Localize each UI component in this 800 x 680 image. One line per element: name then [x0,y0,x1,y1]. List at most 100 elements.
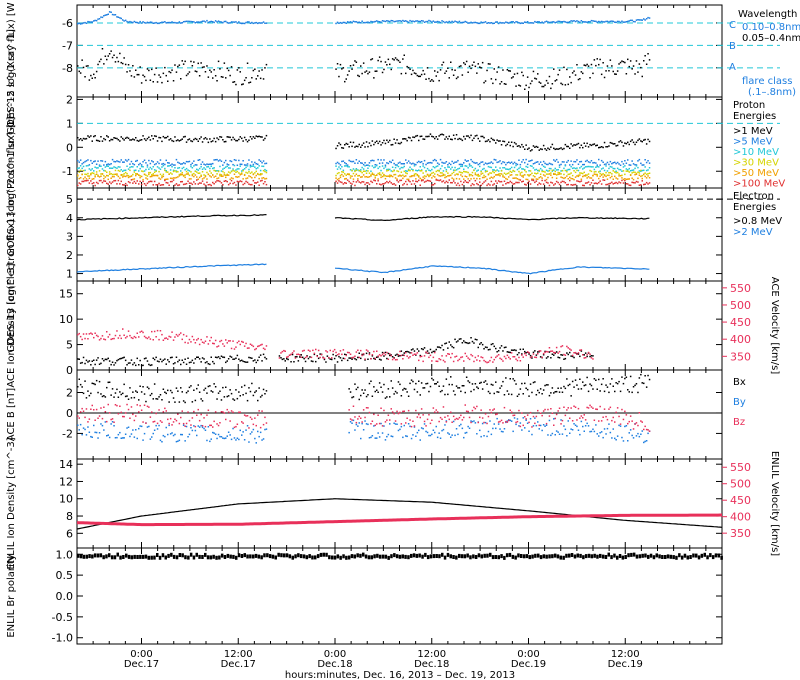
data-point [93,178,95,180]
data-point [178,333,181,336]
data-point [643,164,645,166]
data-point [210,165,212,167]
data-point [522,74,524,77]
data-point [130,359,133,361]
data-point [227,167,230,169]
data-point [532,353,535,355]
data-point [95,163,98,165]
data-point [496,174,498,176]
data-point [142,180,144,183]
data-point [476,177,478,180]
data-point [155,170,157,172]
data-point [528,352,530,354]
data-point [561,419,564,422]
data-point [463,385,465,387]
data-point [490,180,493,183]
data-point [442,162,445,164]
data-point [258,435,260,438]
data-point [481,343,484,346]
data-point [113,421,115,423]
data-point [257,399,259,402]
data-point [245,166,247,169]
data-point [542,352,545,355]
data-point [153,163,156,166]
data-point [178,422,181,425]
data-point [335,180,337,183]
data-point [545,169,548,172]
data-point [142,166,144,168]
data-point [419,20,421,23]
data-point [426,179,429,182]
data-point [538,163,540,165]
data-point [346,165,349,168]
data-point [227,340,230,342]
data-point [515,143,517,145]
data-point [373,21,375,23]
data-point [165,178,167,180]
data-point [590,357,593,359]
data-point [81,173,83,176]
data-point [181,171,183,174]
data-point [373,357,375,360]
data-point [220,339,223,342]
data-point [542,144,545,147]
data-point [399,383,401,386]
data-point [526,178,529,181]
data-point [167,135,169,138]
data-point [609,160,612,163]
data-point [448,353,450,355]
data-point [648,378,651,381]
data-point [91,182,93,185]
data-point [509,174,511,176]
data-point [564,84,567,86]
data-point [574,74,577,76]
data-point [442,134,445,136]
data-point [560,181,562,184]
data-point [169,169,172,171]
data-point [148,181,150,183]
data-point [120,169,122,171]
data-point [251,21,253,24]
panel-2-ylabel: GOES-13 log(Proton flux) [cm^-2 s^-1 sr^… [6,29,17,256]
data-point [567,353,569,356]
data-point [441,355,443,357]
data-point [374,177,376,179]
data-point [612,416,614,419]
data-point [133,335,136,338]
data-point [207,184,210,186]
data-point [537,409,539,412]
data-point [396,170,398,172]
data-point [618,168,620,171]
data-point [573,144,575,146]
data-point [201,178,204,180]
data-point [431,184,433,186]
data-point [259,160,262,162]
data-point [264,67,266,69]
data-point [605,175,607,178]
data-point [191,162,194,164]
data-point [190,361,192,363]
data-point [605,70,607,72]
data-point [230,139,233,141]
data-point [628,178,630,180]
data-point [474,179,477,182]
data-point [564,357,567,360]
data-point [464,391,466,394]
data-point [571,355,574,358]
data-point [458,425,461,427]
data-point [384,175,387,177]
data-point [592,72,594,75]
data-point [622,440,625,442]
data-point [94,419,96,421]
data-point [108,436,111,439]
data-point [558,172,561,174]
data-point [386,170,388,172]
data-point [174,167,176,169]
data-point [106,420,108,423]
data-point [487,415,490,418]
data-point [609,176,612,179]
data-point [360,437,362,440]
data-point [233,348,236,350]
data-point [258,184,260,186]
data-point [106,135,108,137]
